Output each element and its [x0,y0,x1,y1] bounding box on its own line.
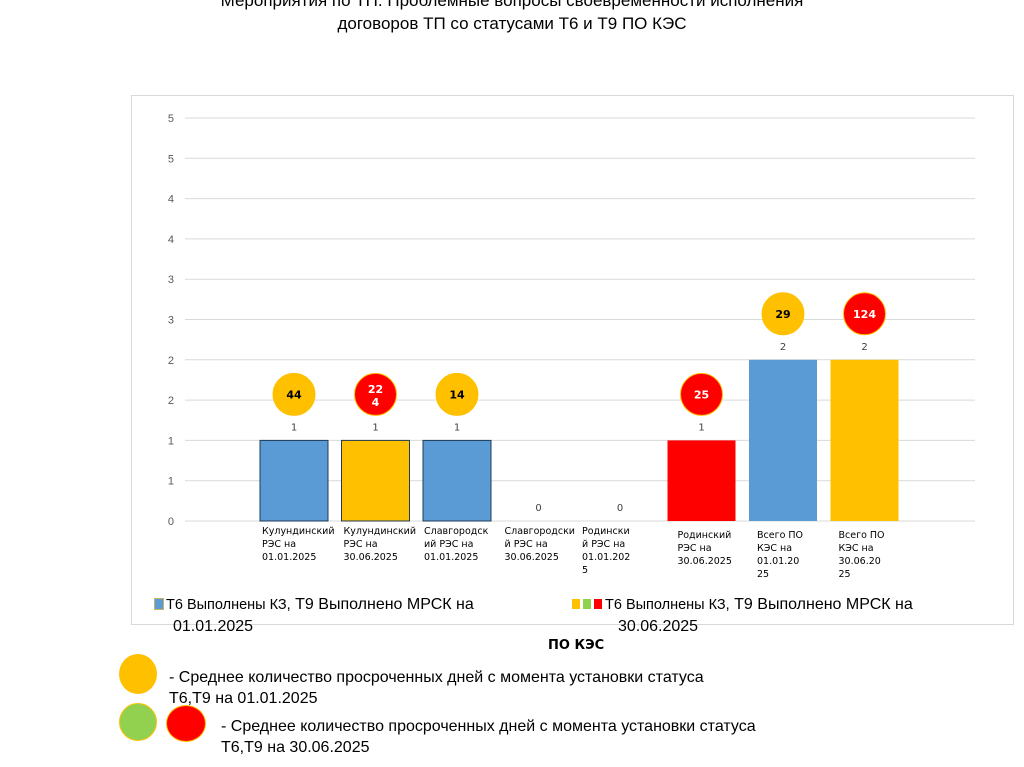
data-label: 0 [617,503,623,514]
red-circle-icon [166,705,206,742]
legend-date: 01.01.2025 [173,618,254,635]
bar [749,359,817,521]
bubble-orange [272,372,316,416]
y-tick-label: 4 [168,194,174,206]
x-category-label-line: 01.01.2025 [424,552,479,563]
x-category-label-line: РЭС на [343,539,378,550]
x-category-label-line: 25 [757,569,770,580]
note-3006-line2: Т6,Т9 на 30.06.2025 [221,739,370,756]
x-category-label-line: 01.01.20 [757,556,800,567]
legend-date: 30.06.2025 [618,618,699,635]
note-0101-line2: Т6,Т9 на 01.01.2025 [169,690,318,707]
y-tick-label: 3 [168,274,174,286]
data-label: 1 [698,422,704,433]
x-category-label: Всего ПО КЭС на 01.01.20 25 [757,529,835,581]
x-category-label-line: Славгородск [424,526,489,537]
bubble-label: 124 [853,308,876,321]
bubble-orange [761,292,805,336]
x-category-label-line: Всего ПО [757,530,804,541]
note-0101: - Среднее количество просроченных дней с… [169,667,869,709]
data-label: 2 [861,342,867,353]
y-tick-label: 2 [168,355,174,367]
notes-heading: ПО КЭС [548,638,605,653]
x-category-label-line: 30.06.2025 [343,552,398,563]
bar [667,440,736,521]
x-category-label: Родинский РЭС на 30.06.2025 [678,529,756,568]
x-category-label-line: Славгородски [504,526,575,537]
x-category-label-line: 5 [582,565,589,576]
x-category-label-line: 25 [838,569,851,580]
x-category-label: Всего ПО КЭС на 30.06.20 25 [839,529,917,581]
bubble-label: 4 [372,396,380,409]
x-category-label: Славгородски й РЭС на 30.06.2025 [505,525,583,564]
note-0101-line1: - Среднее количество просроченных дней с… [169,669,704,686]
title-line-2: договоров ТП со статусами Т6 и Т9 ПО КЭС [337,14,687,33]
x-category-label-line: 30.06.20 [838,556,881,567]
x-category-label-line: Родински [582,526,630,537]
x-category-label-line: Всего ПО [838,530,885,541]
data-label: 1 [454,422,460,433]
green-circle-icon [119,703,157,741]
x-category-label: Кулундинский РЭС на 01.01.2025 [262,525,340,564]
y-tick-label: 0 [168,516,174,528]
bubble-label: 25 [694,388,709,401]
title-line-1: Мероприятия по ТП. Проблемные вопросы св… [220,0,804,10]
legend-swatch-green [583,599,591,609]
x-category-label-line: 30.06.2025 [504,552,559,563]
x-category-label-line: Кулундинский [343,526,417,537]
note-3006-line1: - Среднее количество просроченных дней с… [221,718,756,735]
x-category-label-line: РЭС на [677,543,712,554]
x-category-label-line: КЭС на [838,543,874,554]
orange-circle-icon [119,654,157,694]
legend-item-3006[interactable]: Т6 Выполнены КЗ, Т9 Выполнено МРСК на 30… [572,594,1012,637]
legend-item-0101[interactable]: Т6 Выполнены КЗ, Т9 Выполнено МРСК на 01… [154,594,575,637]
y-tick-label: 4 [168,234,174,246]
y-tick-label: 3 [168,315,174,327]
data-label: 1 [372,422,378,433]
legend-text-small: Т6 Выполнены КЗ, [166,597,291,613]
bar [259,439,329,522]
x-category-label-line: РЭС на [262,539,297,550]
bar [422,439,492,522]
y-tick-label: 2 [168,395,174,407]
bubble-label: 22 [368,383,383,396]
legend-swatch-red [594,599,602,609]
data-label: 1 [291,422,297,433]
bubble-orange [435,372,479,416]
note-3006: - Среднее количество просроченных дней с… [221,716,921,758]
x-category-label-line: ий РЭС на [424,539,474,550]
bubble-label: 29 [775,308,790,321]
x-category-label-line: 30.06.2025 [677,556,732,567]
x-category-label: Кулундинский РЭС на 30.06.2025 [344,525,422,564]
y-tick-label: 1 [168,476,174,488]
x-category-label: Родински й РЭС на 01.01.202 5 [582,525,660,577]
legend-swatch-blue [154,598,164,610]
y-tick-label: 5 [168,153,174,165]
bubble-label: 44 [286,388,302,401]
bubble-red [354,372,397,416]
x-category-label-line: й РЭС на [504,539,548,550]
x-category-label-line: Кулундинский [262,526,335,537]
data-label: 0 [535,503,541,514]
bubble-label: 14 [449,388,465,401]
y-tick-label: 5 [168,113,174,125]
legend-text-big: Т9 Выполнено МРСК на [290,596,474,613]
x-category-label: Славгородск ий РЭС на 01.01.2025 [424,525,502,564]
legend-text-big: Т9 Выполнено МРСК на [729,596,913,613]
x-category-label-line: Родинский [677,530,732,541]
bubble-red [843,292,886,336]
bar [341,439,410,522]
legend-text-small: Т6 Выполнены КЗ, [605,597,730,613]
x-category-label-line: 01.01.202 [582,552,631,563]
bar [830,359,899,521]
data-label: 2 [780,342,786,353]
x-category-label-line: й РЭС на [582,539,626,550]
x-category-label-line: КЭС на [757,543,793,554]
bubble-red [680,372,723,416]
x-category-label-line: 01.01.2025 [262,552,317,563]
y-tick-label: 1 [168,435,174,447]
legend-swatch-orange [572,599,580,609]
